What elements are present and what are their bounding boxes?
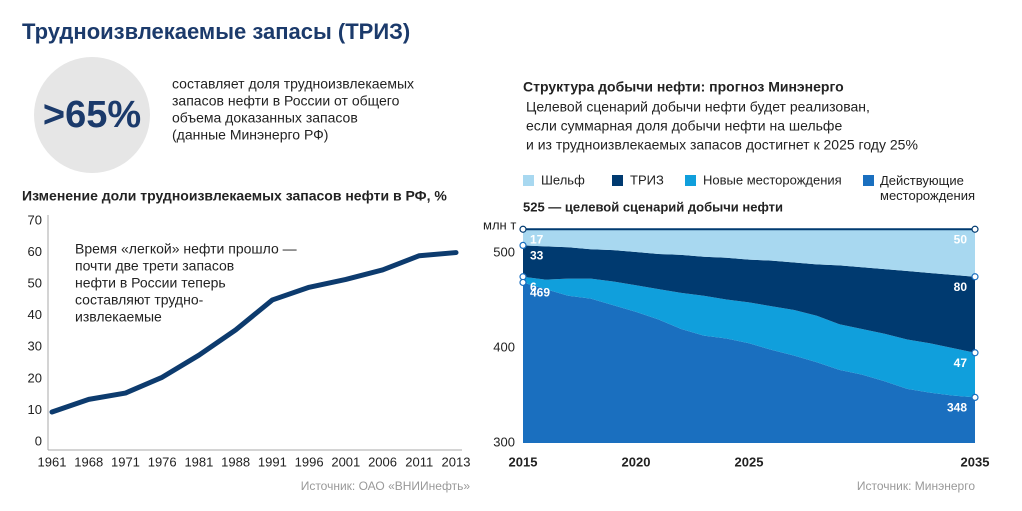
legend-label: ТРИЗ [630,172,664,187]
y-axis-label: млн т [483,217,516,232]
source: Источник: ОАО «ВНИИнефть» [301,479,471,493]
x-tick-label: 2006 [368,454,397,469]
x-tick-label: 1971 [111,454,140,469]
boundary-dot [519,273,527,281]
boundary-dot [971,349,979,357]
callout-text: составляет доля трудноизвлекаемых [172,76,414,92]
legend-label: Новые месторождения [703,172,842,187]
annotation: составляют трудно- [75,292,204,308]
boundary-dot [519,225,527,233]
x-tick-label: 2020 [622,454,651,469]
data-label: 33 [530,249,544,263]
data-label: 17 [530,232,544,246]
subtitle: если суммарная доля добычи нефти на шель… [526,118,842,134]
x-tick-label: 1988 [221,454,250,469]
x-tick-label: 1981 [184,454,213,469]
annotation: почти две трети запасов [75,258,234,274]
legend-label: Действующие месторождения [880,173,976,203]
data-label: 469 [530,286,550,300]
chart-title: Изменение доли трудноизвлекаемых запасов… [22,188,447,204]
chart-title: Структура добычи нефти: прогноз Минэнерг… [523,79,844,95]
annotation: Время «легкой» нефти прошло — [75,241,297,257]
y-tick-label: 50 [28,276,42,291]
area [523,276,975,398]
data-label: 80 [954,280,968,294]
y-tick-label: 500 [493,244,515,259]
boundary-dot [519,278,527,287]
y-tick-label: 300 [493,434,515,449]
y-tick-label: 70 [28,212,42,227]
area [523,245,975,353]
legend-swatch [863,175,874,186]
annotation: извлекаемые [75,309,162,325]
x-tick-label: 2001 [331,454,360,469]
x-tick-label: 1991 [258,454,287,469]
boundary-dot [971,393,979,401]
boundary-dot [519,241,527,249]
data-label: 6 [530,280,537,294]
x-tick-label: 2035 [961,454,990,469]
legend-label: Шельф [541,172,585,187]
area [523,282,975,443]
callout-value: >65% [43,94,141,136]
callout-text: объема доказанных запасов [172,110,358,126]
y-tick-label: 20 [28,370,42,385]
line [49,250,459,415]
y-tick-label: 400 [493,339,515,354]
subtitle: и из трудноизвлекаемых запасов достигнет… [526,137,918,153]
source: Источник: Минэнерго [857,479,975,493]
x-tick-label: 2025 [735,454,764,469]
subtitle: Целевой сценарий добычи нефти будет реал… [526,99,870,115]
data-label: 47 [954,356,968,370]
annotation: нефти в России теперь [75,275,226,291]
callout-text: запасов нефти в России от общего [172,93,400,109]
x-tick-label: 2011 [405,454,433,469]
x-tick-label: 2015 [509,454,538,469]
y-tick-label: 60 [28,244,42,259]
x-tick-label: 1996 [295,454,324,469]
boundary-dot [971,225,979,233]
data-label: 50 [954,232,968,246]
callout-circle [34,57,150,173]
x-tick-label: 1968 [74,454,103,469]
callout-text: (данные Минэнерго РФ) [172,127,328,143]
x-tick-label: 1961 [38,454,67,469]
y-tick-label: 40 [28,307,42,322]
legend-swatch [685,175,696,186]
y-tick-label: 0 [35,433,42,448]
y-tick-label: 30 [28,339,42,354]
x-tick-label: 1976 [148,454,177,469]
annotation: 525 — целевой сценарий добычи нефти [523,199,783,214]
boundary-dot [971,273,979,281]
data-label: 348 [947,401,967,415]
x-tick-label: 2013 [442,454,471,469]
legend-swatch [523,175,534,186]
legend-label-box: Действующие месторождения [880,173,976,203]
y-tick-label: 10 [28,402,42,417]
area [523,229,975,277]
legend-swatch [612,175,623,186]
page-title: Трудноизвлекаемые запасы (ТРИЗ) [22,19,410,44]
